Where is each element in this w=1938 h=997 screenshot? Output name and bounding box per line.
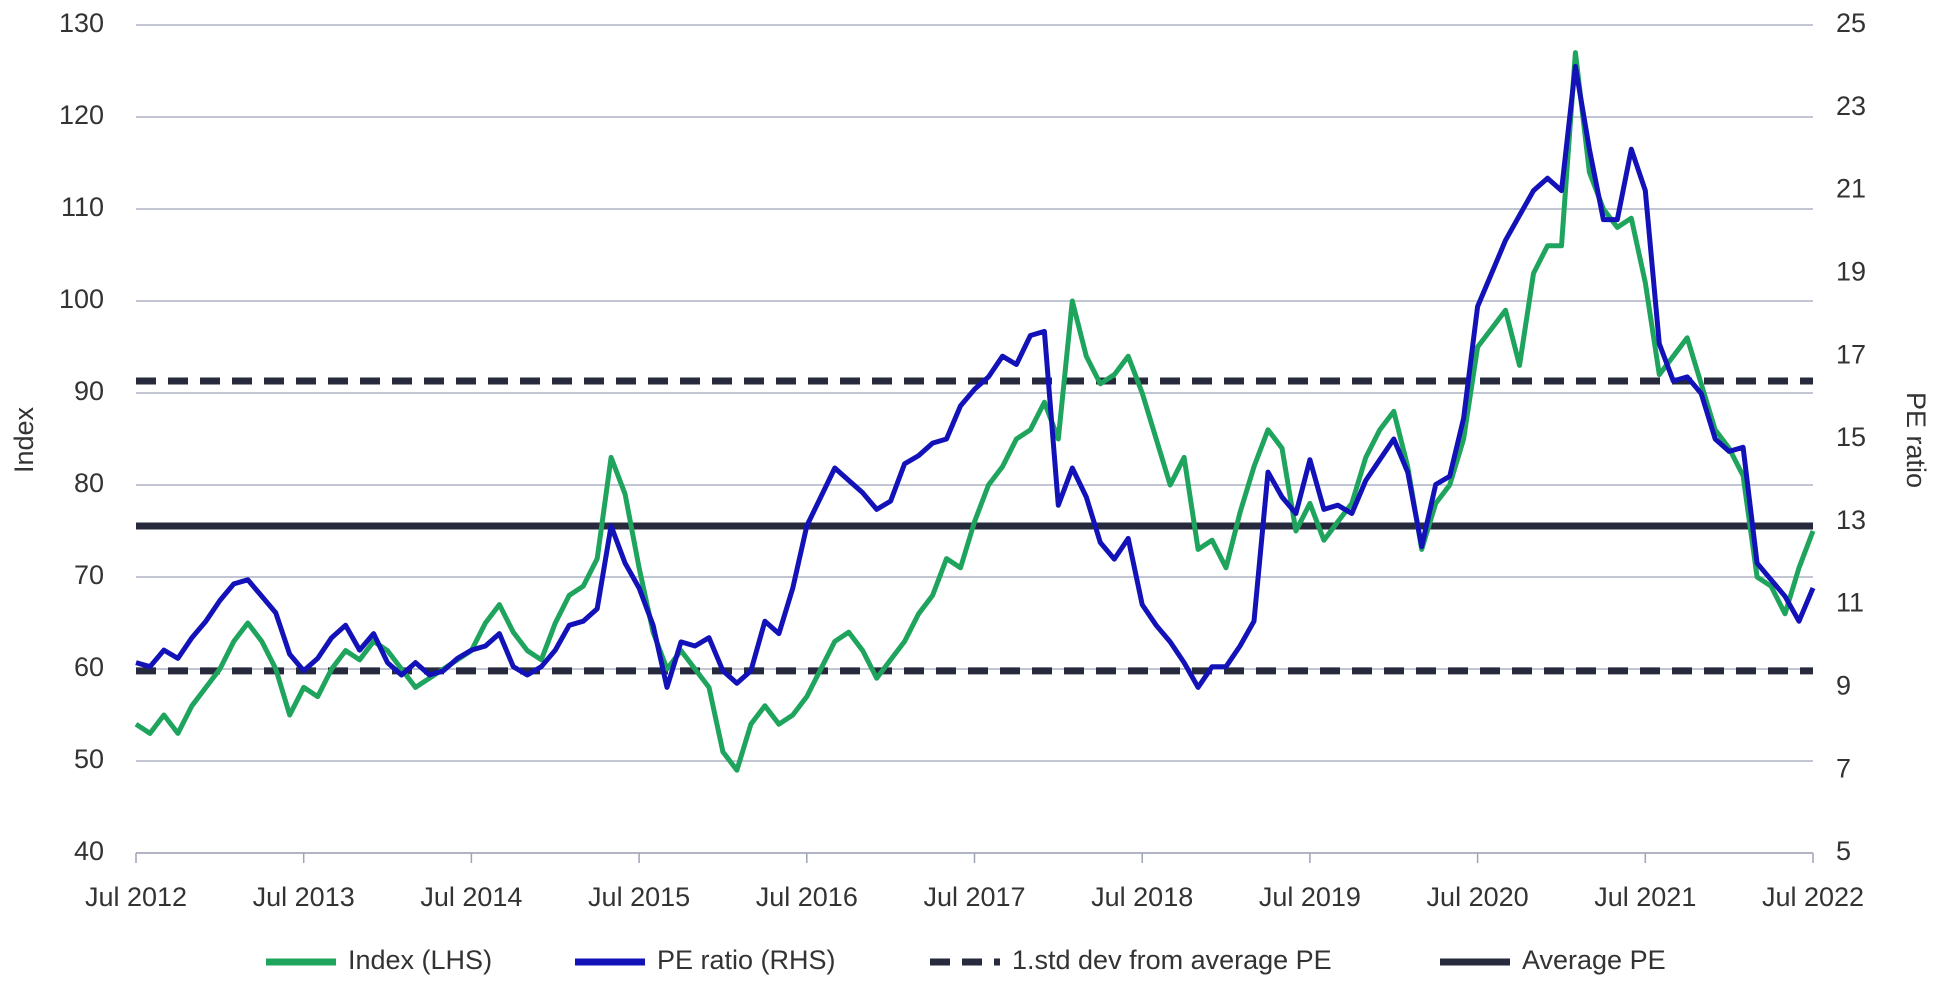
x-tick-label: Jul 2019 [1259,882,1361,912]
legend-label: PE ratio (RHS) [657,945,836,975]
y-tick-label: 80 [74,468,104,498]
y-axis-label: Index [9,406,39,473]
y-tick-label: 130 [59,8,104,38]
y-tick-label: 90 [74,376,104,406]
x-tick-label: Jul 2014 [420,882,522,912]
y2-tick-label: 17 [1836,339,1866,369]
x-tick-label: Jul 2022 [1762,882,1864,912]
y2-tick-label: 7 [1836,753,1851,783]
y2-tick-label: 19 [1836,257,1866,287]
y2-tick-label: 9 [1836,671,1851,701]
y2-axis-label: PE ratio [1901,392,1931,488]
y2-tick-label: 5 [1836,836,1851,866]
legend-label: Average PE [1522,945,1666,975]
legend-label: Index (LHS) [348,945,492,975]
y-tick-label: 120 [59,100,104,130]
y-tick-label: 60 [74,652,104,682]
x-tick-label: Jul 2020 [1427,882,1529,912]
y2-tick-label: 15 [1836,422,1866,452]
legend-label: 1.std dev from average PE [1012,945,1332,975]
y2-tick-label: 23 [1836,91,1866,121]
y2-tick-label: 25 [1836,8,1866,38]
y-tick-label: 50 [74,744,104,774]
series-line [135,63,1816,690]
y2-tick-label: 11 [1836,588,1864,618]
x-tick-label: Jul 2018 [1091,882,1193,912]
y-tick-label: 40 [74,836,104,866]
y2-tick-label: 13 [1836,505,1866,535]
x-tick-label: Jul 2013 [253,882,355,912]
x-tick-label: Jul 2015 [588,882,690,912]
y2-tick-label: 21 [1836,174,1866,204]
y-tick-label: 110 [61,192,104,222]
x-tick-label: Jul 2017 [923,882,1025,912]
x-tick-label: Jul 2012 [85,882,187,912]
series-line [134,50,1816,773]
y-tick-label: 70 [74,560,104,590]
y-tick-label: 100 [59,284,104,314]
x-tick-label: Jul 2021 [1594,882,1696,912]
x-tick-label: Jul 2016 [756,882,858,912]
